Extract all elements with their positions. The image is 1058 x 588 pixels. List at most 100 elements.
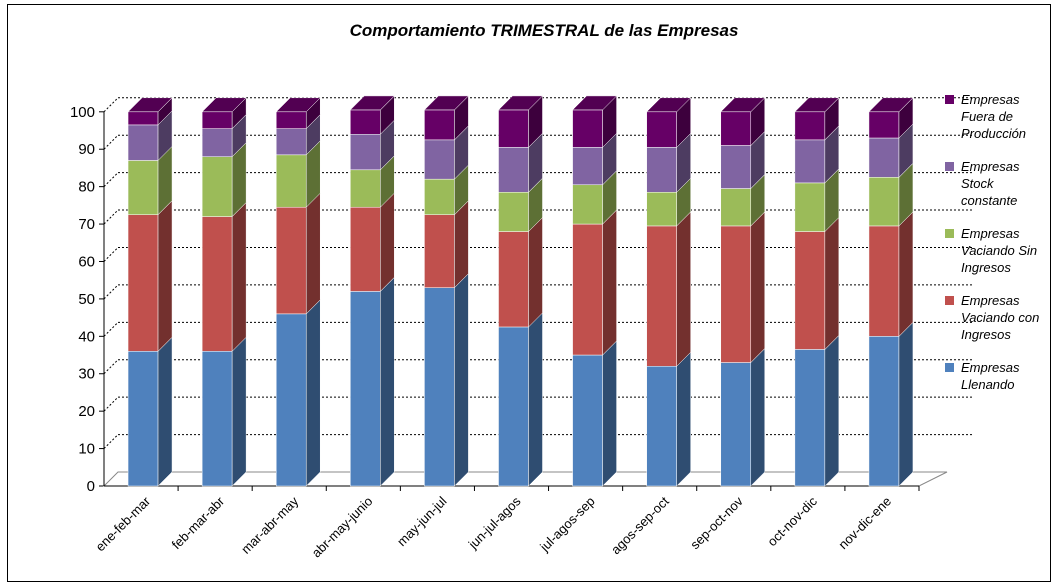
legend-label: Ingresos xyxy=(961,260,1011,275)
bar-segment xyxy=(868,137,900,178)
bar-segment xyxy=(350,134,381,171)
bar-segment-side xyxy=(824,334,840,487)
bar-segment xyxy=(794,182,826,232)
bar-top xyxy=(646,97,692,113)
bar-segment xyxy=(794,349,826,487)
bar-segment xyxy=(498,192,529,232)
bar-stack xyxy=(201,97,247,487)
bar-segment xyxy=(127,214,159,352)
bar-segment-side xyxy=(380,192,395,293)
bar-segment-side xyxy=(528,312,543,487)
bar-segment xyxy=(127,160,159,215)
bar-segment xyxy=(720,225,752,363)
bar-segment xyxy=(720,111,752,146)
bar-segment xyxy=(275,111,307,129)
bar-segment xyxy=(794,111,826,141)
grid-diagonal xyxy=(103,172,119,187)
bar-segment xyxy=(201,111,233,129)
x-tick-labels: ene-feb-mar feb-mar-abr mar-abr-may abr-may… xyxy=(92,493,894,560)
bar-segment-side xyxy=(676,351,691,487)
legend-item: Empresas Vaciando con Ingresos xyxy=(945,293,1039,342)
bar-segment xyxy=(794,231,826,350)
bar-segment xyxy=(868,336,900,487)
bar-segment-side xyxy=(305,192,321,315)
stacked-bar-chart: Comportamiento TRIMESTRAL de las Empresa… xyxy=(70,21,1039,560)
bar-segment xyxy=(127,124,159,161)
bar-segment xyxy=(646,111,677,148)
legend-swatch xyxy=(945,363,954,372)
bar-segment xyxy=(646,192,677,227)
legend-item: Empresas Llenando xyxy=(945,360,1020,392)
legend-item: Empresas Vaciando Sin Ingresos xyxy=(945,226,1037,275)
bars-layer xyxy=(127,95,914,487)
bar-stack xyxy=(127,97,173,487)
y-tick-label: 70 xyxy=(78,216,95,233)
bar-segment xyxy=(868,177,900,227)
legend-label: Empresas xyxy=(961,226,1020,241)
bar-segment xyxy=(201,351,233,487)
legend-label: Llenando xyxy=(961,377,1015,392)
bar-segment xyxy=(498,109,529,148)
x-tick-label: feb-mar-abr xyxy=(169,493,228,552)
bar-top xyxy=(571,95,618,111)
y-tick-label: 80 xyxy=(78,179,95,196)
bar-segment xyxy=(646,366,677,487)
legend-label: Fuera de xyxy=(961,109,1013,124)
bar-segment xyxy=(572,184,603,225)
bar-segment xyxy=(646,225,677,367)
grid-diagonal xyxy=(103,321,119,337)
legend-label: Empresas xyxy=(961,92,1020,107)
bar-top xyxy=(201,97,247,113)
bar-segment xyxy=(572,223,603,356)
bar-segment xyxy=(275,154,307,208)
x-tick-label: mar-abr-may xyxy=(238,493,302,557)
bar-stack xyxy=(349,95,395,487)
bar-segment xyxy=(275,206,307,315)
bar-stack xyxy=(275,97,321,487)
bar-segment-side xyxy=(750,347,766,487)
bar-segment-side xyxy=(231,336,247,487)
bar-segment-side xyxy=(898,321,914,487)
bar-top xyxy=(275,97,321,113)
bar-segment xyxy=(720,145,752,189)
bar-top xyxy=(794,97,840,113)
legend: Empresas Fuera de Producción Empresas Stock c… xyxy=(945,92,1039,392)
bar-segment xyxy=(275,313,307,487)
bar-stack xyxy=(423,95,470,487)
bar-segment xyxy=(868,225,900,337)
bar-segment-side xyxy=(157,200,173,352)
bar-segment xyxy=(794,139,826,184)
bar-segment xyxy=(201,216,233,352)
bar-top xyxy=(868,97,914,113)
grid-diagonal xyxy=(103,284,119,300)
legend-swatch xyxy=(945,162,954,171)
bar-segment-side xyxy=(750,211,766,364)
y-tick-label: 50 xyxy=(78,291,95,308)
bar-segment-side xyxy=(898,211,914,337)
bar-segment xyxy=(350,291,381,487)
bar-stack xyxy=(720,97,766,487)
grid-diagonal xyxy=(103,134,119,150)
bar-segment-side xyxy=(602,209,617,356)
legend-label: Vaciando con xyxy=(961,310,1039,325)
legend-swatch xyxy=(945,95,954,104)
bar-top xyxy=(497,95,544,111)
legend-label: Empresas xyxy=(961,159,1020,174)
bar-segment xyxy=(498,147,529,193)
y-tick-label: 100 xyxy=(70,104,95,121)
bar-segment xyxy=(498,326,529,487)
bar-segment xyxy=(424,287,455,487)
grid-diagonal xyxy=(103,396,119,412)
x-tick-label: agos-sep-oct xyxy=(608,493,672,557)
legend-swatch xyxy=(945,229,954,238)
legend-label: constante xyxy=(961,193,1017,208)
y-tick-label: 0 xyxy=(87,478,95,495)
bar-top xyxy=(423,95,470,111)
bar-segment-side xyxy=(305,299,321,487)
x-tick-label: oct-nov-dic xyxy=(764,493,820,549)
bar-segment-side xyxy=(380,276,395,487)
bar-segment-side xyxy=(157,336,173,487)
legend-label: Stock xyxy=(961,176,995,191)
bar-segment xyxy=(127,111,159,126)
y-tick-label: 60 xyxy=(78,253,95,270)
